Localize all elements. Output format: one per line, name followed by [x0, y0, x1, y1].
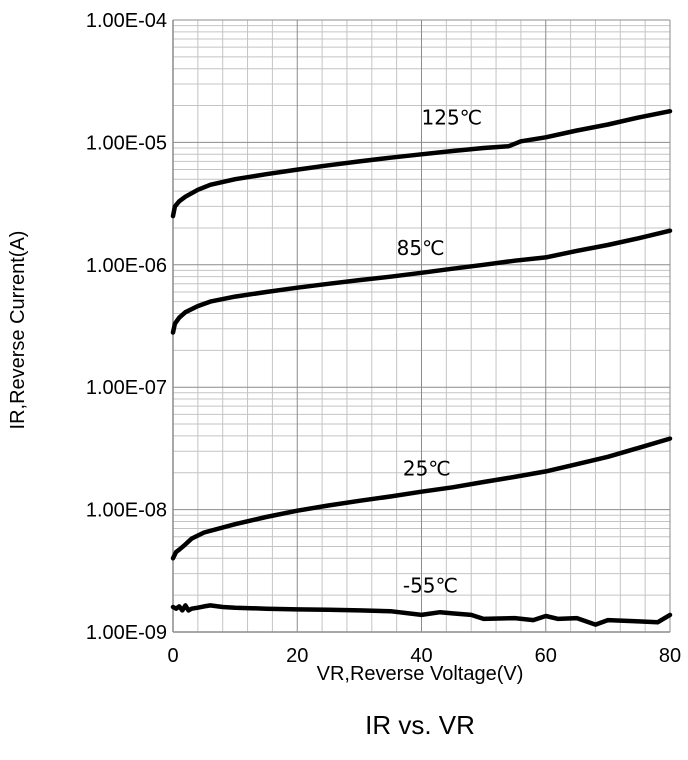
series-label: 85℃ — [397, 236, 445, 260]
x-tick-label: 80 — [659, 645, 681, 667]
y-tick-label: 1.00E-09 — [86, 622, 167, 644]
y-axis-title: IR,Reverse Current(A) — [7, 231, 29, 430]
y-tick-label: 1.00E-07 — [86, 377, 167, 399]
tick-labels: 0 20 40 60 80 1.00E-09 1.00E-08 1.00E-07 1.00E-0… — [86, 10, 681, 667]
y-tick-label: 1.00E-08 — [86, 500, 167, 522]
series-line--55c — [170, 603, 673, 627]
x-axis-title: VR,Reverse Voltage(V) — [317, 663, 524, 685]
series-label: 25℃ — [403, 456, 451, 480]
series-line-125c — [170, 108, 673, 219]
x-tick-label: 20 — [286, 645, 308, 667]
y-tick-label: 1.00E-05 — [86, 132, 167, 154]
series-line-85c — [170, 228, 673, 335]
y-tick-label: 1.00E-04 — [86, 10, 167, 32]
x-tick-label: 0 — [167, 645, 178, 667]
y-tick-label: 1.00E-06 — [86, 255, 167, 277]
series-line-25c — [170, 436, 673, 561]
grid — [172, 19, 671, 633]
series-labels: 125℃ 85℃ 25℃ -55℃ — [397, 106, 482, 598]
chart-title: IR vs. VR — [365, 710, 475, 740]
series-label: -55℃ — [403, 574, 458, 598]
x-tick-label: 40 — [410, 645, 432, 667]
series-lines — [170, 108, 673, 627]
x-tick-label: 60 — [535, 645, 557, 667]
series-label: 125℃ — [422, 106, 483, 130]
